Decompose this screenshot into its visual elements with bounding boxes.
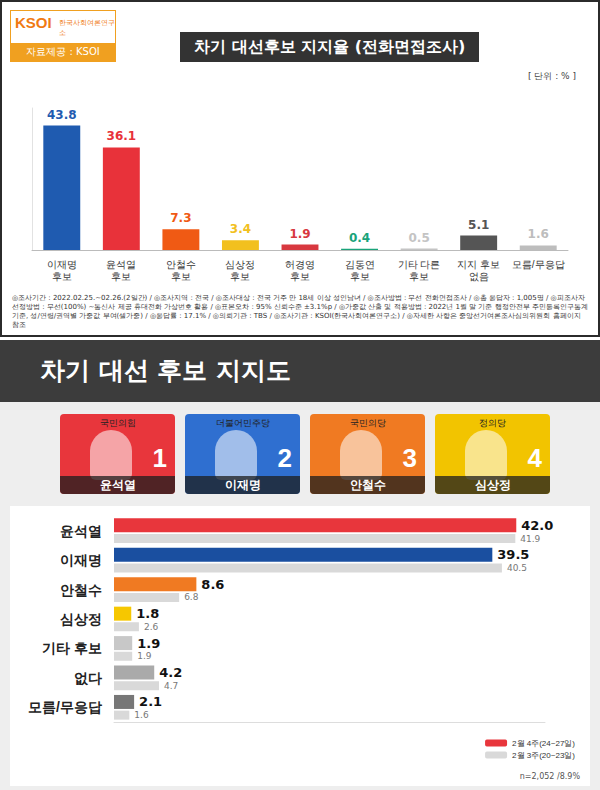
svg-text:1.9: 1.9 bbox=[137, 636, 160, 651]
svg-text:0.4: 0.4 bbox=[349, 231, 370, 245]
svg-text:0.5: 0.5 bbox=[408, 231, 429, 245]
svg-text:허경영: 허경영 bbox=[285, 259, 315, 270]
svg-text:6.8: 6.8 bbox=[184, 592, 199, 602]
svg-text:7.3: 7.3 bbox=[170, 211, 191, 225]
html-text:정의당: 정의당 bbox=[479, 418, 506, 428]
svg-text:모름/무응답: 모름/무응답 bbox=[28, 699, 102, 715]
html-text:차기 대선 후보 지지도: 차기 대선 후보 지지도 bbox=[40, 356, 292, 385]
svg-text:지지 후보: 지지 후보 bbox=[457, 259, 500, 270]
svg-text:이재명: 이재명 bbox=[60, 552, 102, 568]
html-text:차기 대선후보 지지율 (전화면접조사): 차기 대선후보 지지율 (전화면접조사) bbox=[194, 37, 466, 56]
svg-text:1.9: 1.9 bbox=[289, 227, 310, 241]
svg-text:39.5: 39.5 bbox=[497, 547, 529, 562]
svg-text:기타 후보: 기타 후보 bbox=[42, 640, 102, 656]
html-text:1: 1 bbox=[152, 443, 167, 473]
svg-text:3.4: 3.4 bbox=[230, 222, 251, 236]
svg-text:후보: 후보 bbox=[230, 271, 250, 282]
html-text:◎조사기간 : 2022.02.25.~02.26.(2일간: ◎조사기간 : 2022.02.25.~02.26.(2일간) / ◎조사지역 … bbox=[12, 294, 588, 329]
svg-text:후보: 후보 bbox=[290, 271, 310, 282]
svg-text:안철수: 안철수 bbox=[166, 259, 196, 270]
svg-text:없음: 없음 bbox=[469, 271, 489, 282]
svg-text:2.6: 2.6 bbox=[144, 622, 159, 632]
svg-text:1.6: 1.6 bbox=[134, 710, 149, 720]
svg-text:43.8: 43.8 bbox=[47, 108, 77, 122]
svg-text:5.1: 5.1 bbox=[468, 218, 489, 232]
svg-text:2월 3주(20~23일): 2월 3주(20~23일) bbox=[512, 751, 575, 760]
svg-text:없다: 없다 bbox=[74, 670, 102, 686]
html-text:윤석열: 윤석열 bbox=[99, 478, 136, 492]
svg-text:36.1: 36.1 bbox=[107, 129, 137, 143]
svg-text:1.9: 1.9 bbox=[137, 651, 152, 661]
svg-text:4.2: 4.2 bbox=[159, 665, 182, 680]
svg-text:안철수: 안철수 bbox=[60, 582, 102, 598]
svg-text:윤석열: 윤석열 bbox=[60, 523, 102, 539]
svg-text:8.6: 8.6 bbox=[201, 577, 224, 592]
html-text:2: 2 bbox=[277, 443, 292, 473]
svg-text:기타 다른: 기타 다른 bbox=[398, 259, 441, 270]
svg-text:4.7: 4.7 bbox=[164, 681, 178, 691]
svg-text:후보: 후보 bbox=[52, 271, 72, 282]
html-text:한국사회여론연구소: 한국사회여론연구소 bbox=[59, 19, 115, 37]
svg-text:2월 4주(24~27일): 2월 4주(24~27일) bbox=[512, 739, 575, 748]
svg-text:심상정: 심상정 bbox=[60, 611, 102, 627]
html-text:더불어민주당: 더불어민주당 bbox=[215, 418, 270, 428]
svg-text:42.0: 42.0 bbox=[521, 518, 553, 533]
html-text:심상정: 심상정 bbox=[474, 478, 511, 492]
svg-text:후보: 후보 bbox=[409, 271, 429, 282]
svg-text:후보: 후보 bbox=[111, 271, 131, 282]
svg-text:n=2,052 /8.9%: n=2,052 /8.9% bbox=[520, 772, 581, 781]
svg-text:2.1: 2.1 bbox=[139, 694, 162, 709]
html-text:4: 4 bbox=[527, 443, 542, 473]
html-text:3: 3 bbox=[402, 443, 417, 473]
html-text:국민의당: 국민의당 bbox=[349, 418, 386, 428]
html-text:자료제공 : KSOI: 자료제공 : KSOI bbox=[26, 46, 100, 57]
svg-text:모름/무응답: 모름/무응답 bbox=[512, 259, 565, 270]
svg-text:후보: 후보 bbox=[350, 271, 370, 282]
svg-text:후보: 후보 bbox=[171, 271, 191, 282]
html-text:이재명: 이재명 bbox=[224, 478, 261, 492]
svg-text:1.6: 1.6 bbox=[528, 227, 549, 241]
svg-text:40.5: 40.5 bbox=[507, 563, 527, 573]
html-text:[ 단위 : % ]: [ 단위 : % ] bbox=[527, 71, 576, 81]
svg-text:심상정: 심상정 bbox=[225, 259, 255, 270]
html-text:안철수: 안철수 bbox=[349, 478, 386, 492]
html-text:국민의힘: 국민의힘 bbox=[99, 418, 136, 428]
svg-text:1.8: 1.8 bbox=[136, 606, 159, 621]
svg-text:이재명: 이재명 bbox=[47, 259, 77, 270]
svg-text:41.9: 41.9 bbox=[520, 534, 540, 544]
svg-text:윤석열: 윤석열 bbox=[106, 259, 136, 270]
svg-text:김동연: 김동연 bbox=[345, 259, 375, 270]
html-text:KSOI: KSOI bbox=[15, 14, 52, 31]
